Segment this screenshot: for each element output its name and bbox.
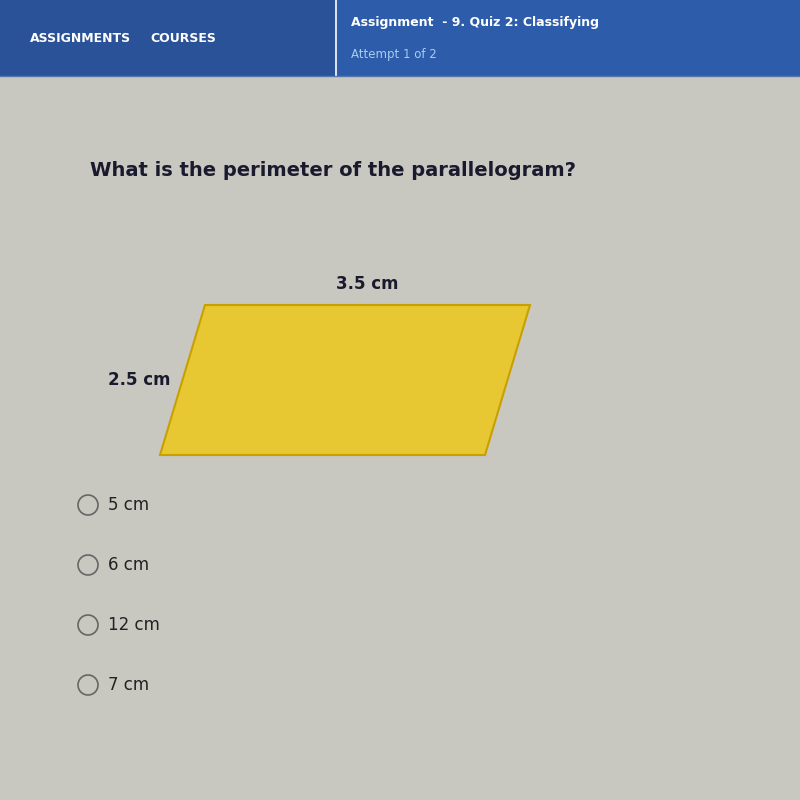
Text: 5 cm: 5 cm: [108, 496, 149, 514]
Text: COURSES: COURSES: [150, 31, 216, 45]
Bar: [336, 0, 800, 76]
Text: Assignment  - 9. Quiz 2: Classifying: Assignment - 9. Quiz 2: Classifying: [351, 16, 599, 30]
Text: 7 cm: 7 cm: [108, 676, 149, 694]
Text: 12 cm: 12 cm: [108, 616, 160, 634]
Text: Attempt 1 of 2: Attempt 1 of 2: [351, 48, 437, 62]
Text: 6 cm: 6 cm: [108, 556, 149, 574]
Polygon shape: [160, 305, 530, 455]
Bar: [0, 0, 336, 76]
Text: 3.5 cm: 3.5 cm: [336, 275, 398, 293]
Text: ASSIGNMENTS: ASSIGNMENTS: [30, 31, 131, 45]
Text: 2.5 cm: 2.5 cm: [108, 371, 170, 389]
Text: What is the perimeter of the parallelogram?: What is the perimeter of the parallelogr…: [90, 162, 576, 181]
